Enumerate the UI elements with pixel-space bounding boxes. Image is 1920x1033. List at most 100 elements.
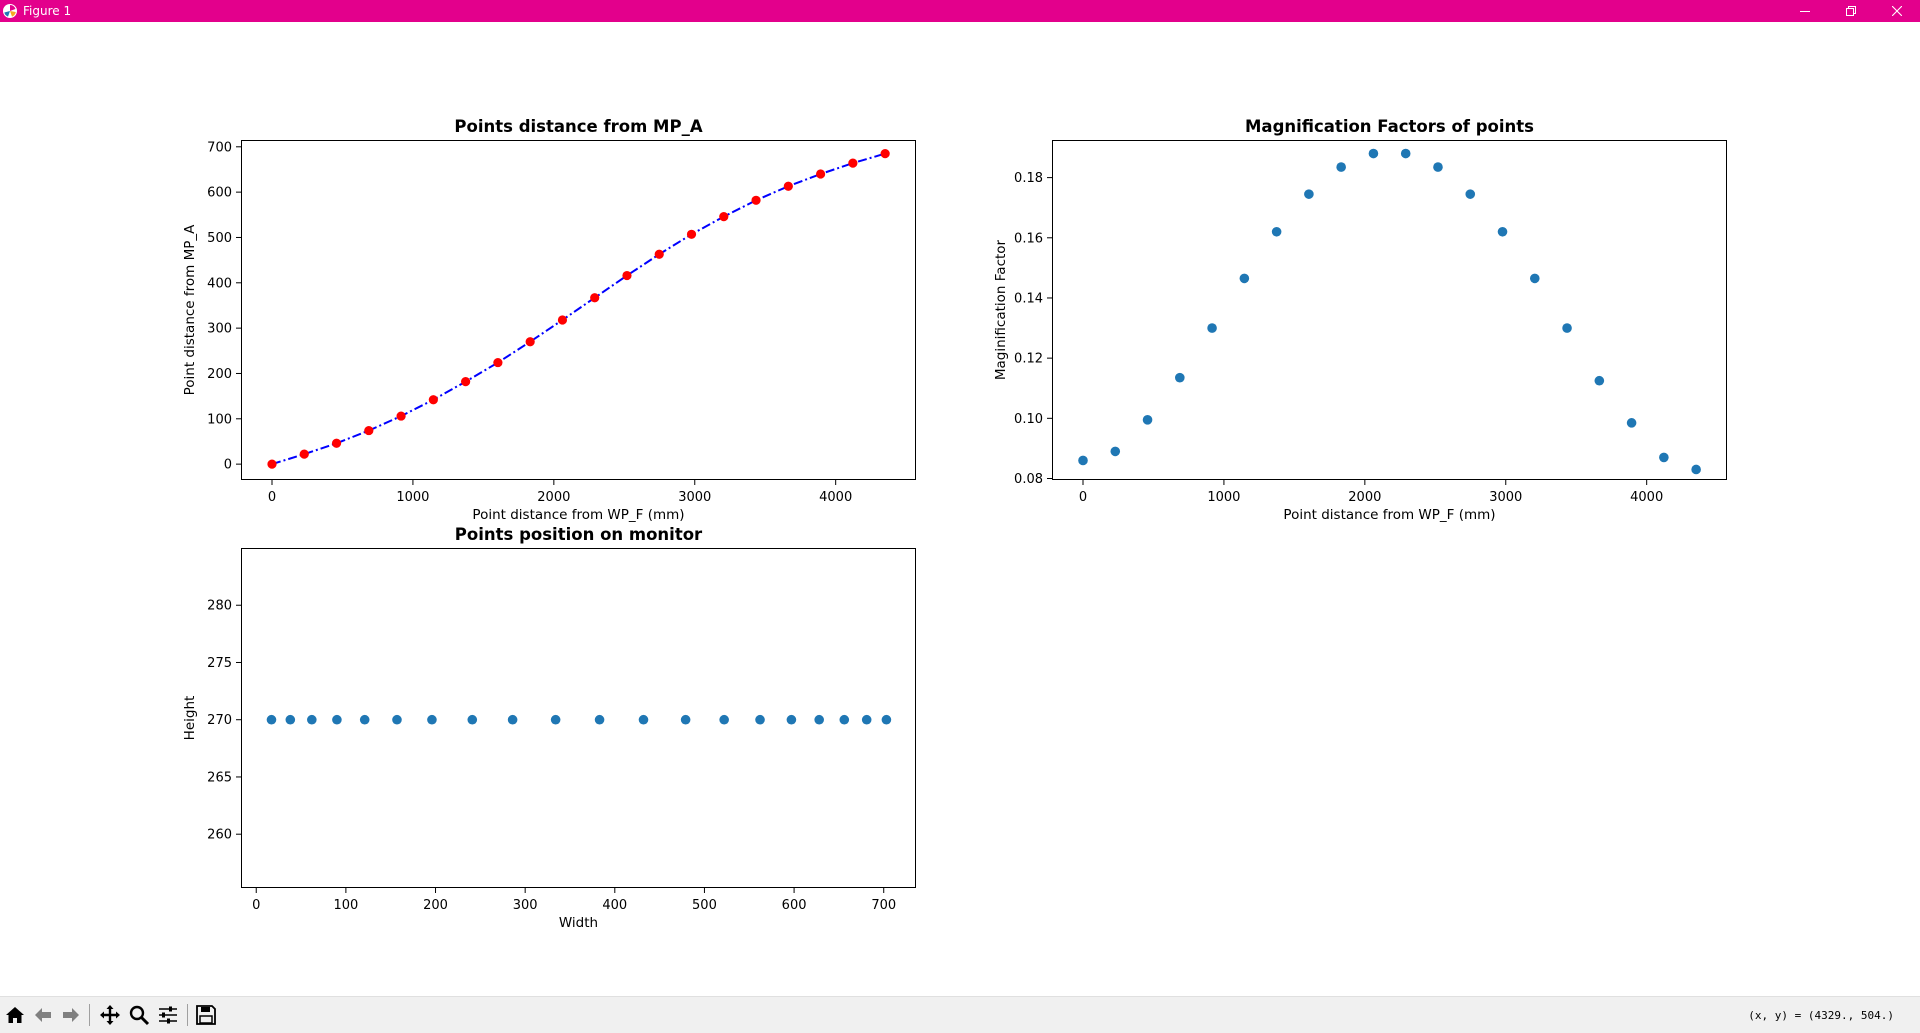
data-point	[783, 181, 793, 191]
forward-arrow-icon	[63, 1008, 79, 1022]
restore-icon	[1846, 6, 1856, 16]
axes-frame	[1052, 140, 1727, 480]
matplotlib-icon	[3, 4, 17, 18]
y-axis-label: Height	[182, 696, 198, 741]
data-point	[525, 337, 535, 347]
y-tick-label: 200	[207, 367, 232, 382]
chart-title: Points distance from MP_A	[454, 117, 702, 136]
data-point	[507, 714, 518, 725]
data-point	[654, 249, 664, 259]
chart-2: Magnification Factors of points 0 1000 2000…	[993, 117, 1727, 523]
navigation-toolbar: (x, y) = (4329., 504.)	[0, 996, 1920, 1033]
x-tick-label: 400	[602, 898, 627, 913]
configure-subplots-button[interactable]	[155, 1001, 181, 1029]
close-button[interactable]	[1874, 0, 1920, 22]
y-tick-label: 0.14	[1014, 291, 1043, 306]
toolbar-separator	[89, 1004, 90, 1026]
data-point	[848, 158, 858, 168]
y-tick-label: 0	[224, 458, 232, 473]
data-point	[1594, 375, 1605, 386]
data-point	[1562, 323, 1572, 333]
zoom-button[interactable]	[126, 1001, 152, 1029]
data-point	[680, 714, 691, 725]
data-point	[307, 714, 317, 725]
y-tick-label: 0.18	[1014, 171, 1043, 186]
chart-title: Magnification Factors of points	[1245, 117, 1534, 136]
figure-canvas[interactable]: Points distance from MP_A 0 1000 2000 3000 40…	[0, 22, 1920, 996]
back-arrow-icon	[35, 1008, 51, 1022]
toolbar-separator	[187, 1004, 188, 1026]
data-point	[359, 714, 370, 725]
data-point	[814, 714, 824, 725]
pan-button[interactable]	[97, 1001, 123, 1029]
x-tick-label: 4000	[1630, 490, 1663, 505]
zoom-icon	[129, 1005, 150, 1026]
data-point	[396, 411, 406, 421]
y-tick-label: 265	[207, 770, 232, 785]
data-point	[364, 425, 374, 436]
x-tick-label: 3000	[1489, 490, 1522, 505]
forward-button[interactable]	[58, 1001, 84, 1029]
axes-frame	[241, 548, 916, 888]
back-button[interactable]	[30, 1001, 56, 1029]
x-tick-label: 1000	[1207, 490, 1240, 505]
x-tick-label: 100	[333, 898, 358, 913]
data-point	[1433, 162, 1443, 172]
y-tick-label: 500	[207, 231, 232, 246]
configure-subplots-icon	[159, 1006, 177, 1024]
cursor-coordinates: (x, y) = (4329., 504.)	[1748, 1009, 1894, 1022]
data-point	[550, 714, 561, 725]
data-point	[1304, 189, 1314, 199]
chart-title: Points position on monitor	[455, 525, 703, 544]
y-tick-label: 270	[207, 713, 232, 728]
y-axis-label: Maginification Factor	[993, 239, 1009, 380]
x-tick-label: 0	[1079, 490, 1087, 505]
data-point	[861, 714, 872, 725]
y-tick-label: 0.16	[1014, 231, 1043, 246]
x-tick-label: 1000	[396, 490, 429, 505]
data-point	[686, 229, 697, 239]
y-tick-label: 100	[207, 412, 232, 427]
figure-svg: Points distance from MP_A0 1000 2000 3000 40…	[182, 117, 1727, 931]
y-axis-label: Point distance from MP_A	[182, 224, 198, 396]
x-tick-label: 200	[423, 898, 448, 913]
data-point	[1626, 418, 1637, 428]
data-point	[881, 714, 892, 725]
y-tick-label: 0.12	[1014, 352, 1043, 367]
data-point	[557, 315, 568, 325]
home-button[interactable]	[2, 1001, 28, 1029]
x-tick-label: 0	[268, 490, 276, 505]
data-point	[839, 714, 850, 725]
data-point	[267, 459, 277, 469]
minimize-button[interactable]	[1782, 0, 1828, 22]
data-point	[590, 293, 600, 303]
title-bar: Figure 1	[0, 0, 1920, 22]
x-tick-label: 4000	[819, 490, 852, 505]
y-tick-label: 275	[207, 656, 232, 671]
x-tick-label: 2000	[1348, 490, 1381, 505]
data-point	[1497, 226, 1508, 237]
data-point	[1368, 148, 1379, 159]
plot-area	[266, 714, 892, 725]
data-point	[1142, 415, 1153, 425]
data-point	[622, 270, 632, 281]
x-axis-label: Width	[559, 915, 598, 931]
restore-button[interactable]	[1828, 0, 1874, 22]
data-point	[1400, 148, 1411, 159]
data-point	[1529, 273, 1540, 284]
data-point	[299, 449, 309, 459]
data-point	[1175, 372, 1185, 383]
data-point	[392, 714, 402, 725]
x-tick-label: 700	[871, 898, 896, 913]
data-point	[815, 169, 826, 179]
y-tick-label: 0.08	[1014, 472, 1043, 487]
data-point	[493, 357, 503, 368]
data-point	[719, 714, 729, 725]
x-tick-label: 500	[692, 898, 717, 913]
x-tick-label: 3000	[678, 490, 711, 505]
home-icon	[6, 1007, 24, 1023]
save-button[interactable]	[193, 1001, 219, 1029]
y-tick-label: 600	[207, 186, 232, 201]
close-icon	[1892, 6, 1902, 16]
data-point	[1691, 464, 1701, 475]
